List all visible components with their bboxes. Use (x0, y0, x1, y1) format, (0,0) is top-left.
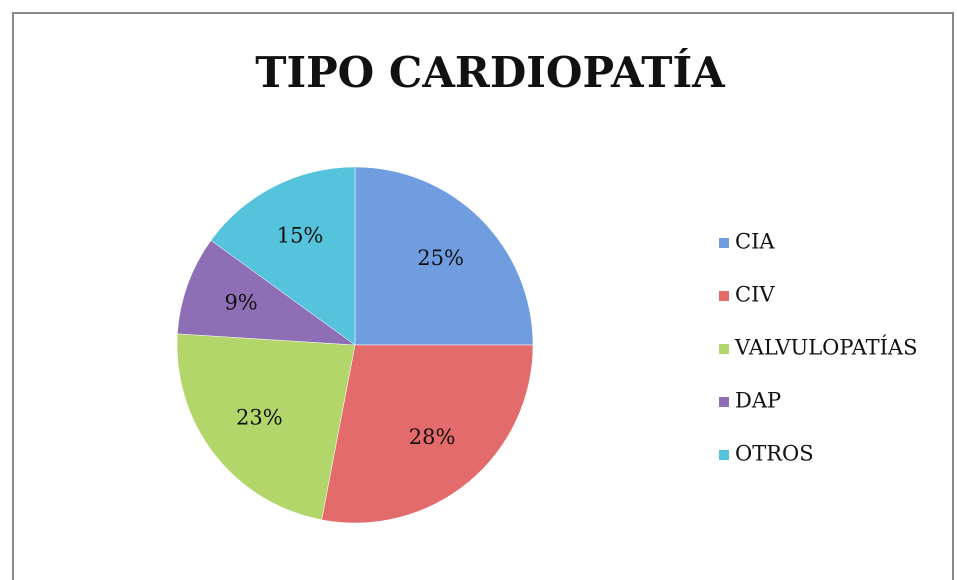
legend-label: CIV (735, 283, 775, 307)
legend-swatch (719, 397, 729, 407)
data-label: 9% (224, 290, 257, 314)
data-label: 25% (417, 246, 464, 270)
pie-slice (354, 166, 534, 346)
legend-swatch (719, 238, 729, 248)
pie-slice (321, 344, 534, 524)
pie-slice (177, 240, 356, 346)
legend-label: CIA (735, 230, 775, 254)
legend-swatch (719, 291, 729, 301)
data-label: 28% (409, 425, 456, 449)
legend-label: OTROS (735, 442, 814, 466)
legend-swatch (719, 344, 729, 354)
chart-title: TIPO CARDIOPATÍA (255, 47, 726, 97)
data-label: 23% (236, 406, 283, 430)
pie-slice (176, 333, 356, 521)
legend-label: VALVULOPATÍAS (734, 336, 917, 360)
pie-slice (210, 166, 356, 346)
legend-label: DAP (735, 389, 781, 413)
data-label: 15% (277, 224, 324, 248)
legend-swatch (719, 450, 729, 460)
